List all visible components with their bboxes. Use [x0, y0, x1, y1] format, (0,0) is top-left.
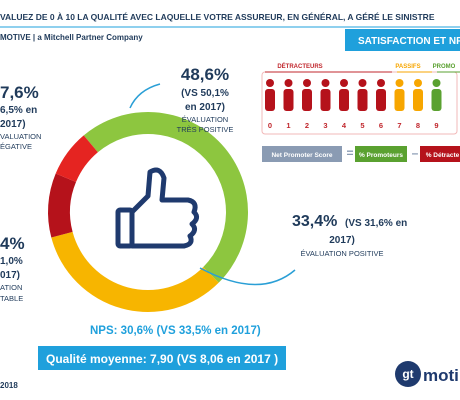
- scale-label: 2: [305, 121, 309, 130]
- person-head: [266, 79, 274, 87]
- quality-summary: Qualité moyenne: 7,90 (VS 8,06 en 2017 ): [46, 352, 278, 366]
- label-line: (VS 31,6% en: [345, 218, 407, 229]
- group-label: PROMO: [433, 64, 456, 70]
- logo: gt: [402, 367, 413, 381]
- donut: [48, 112, 248, 312]
- label-line: VALUATION: [0, 132, 41, 141]
- formula-text: % Promoteurs: [359, 152, 403, 159]
- scale-label: 5: [360, 121, 364, 130]
- label-line: 1,0%: [0, 256, 23, 267]
- person-body: [265, 89, 275, 111]
- person-head: [377, 79, 385, 87]
- arrow: [129, 83, 161, 109]
- logo-text: moti: [423, 366, 459, 385]
- scale-label: 7: [397, 121, 401, 130]
- person-body: [339, 89, 349, 111]
- label-line: 6,5% en: [0, 105, 37, 116]
- label-line: 33,4%: [292, 213, 337, 230]
- donut-segment: [55, 135, 98, 182]
- scale-label: 0: [268, 121, 272, 130]
- nps-summary: NPS: 30,6% (VS 33,5% en 2017): [90, 325, 261, 337]
- group-label: DÉTRACTEURS: [277, 62, 322, 70]
- scale-label: 3: [323, 121, 327, 130]
- donut-segment: [51, 231, 219, 312]
- scale-label: 1: [286, 121, 290, 130]
- scale-label: 4: [342, 121, 347, 130]
- section-box: [345, 29, 460, 51]
- scale-label: 6: [379, 121, 383, 130]
- label-line: 2017): [329, 235, 355, 246]
- formula-text: –: [412, 146, 419, 160]
- person-head: [303, 79, 311, 87]
- person-body: [431, 89, 442, 111]
- label-line: 48,6%: [181, 65, 229, 84]
- label-line: 2017): [0, 119, 26, 130]
- label-line: ÉVALUATION POSITIVE: [300, 249, 383, 258]
- person-head: [432, 79, 441, 87]
- label-line: 4%: [0, 234, 25, 253]
- formula-text: Net Promoter Score: [271, 152, 332, 159]
- formula-box: [420, 146, 460, 162]
- person-head: [321, 79, 330, 87]
- logo-circle: [395, 361, 421, 387]
- formula-box: [355, 146, 407, 162]
- label-line: TABLE: [0, 294, 23, 303]
- person-body: [376, 89, 386, 111]
- person-head: [284, 79, 293, 87]
- person-head: [340, 79, 348, 87]
- person-head: [414, 79, 422, 87]
- thumb-icon: [115, 167, 200, 249]
- formula-text: =: [346, 146, 353, 160]
- person-body: [320, 89, 331, 111]
- person-body: [302, 89, 312, 111]
- label-line: ÉVALUATION: [182, 115, 228, 124]
- label-line: TRÈS POSITIVE: [177, 125, 234, 134]
- person-body: [413, 89, 423, 111]
- label-line: 017): [0, 270, 20, 281]
- section-title: SATISFACTION ET NP: [358, 36, 460, 47]
- donut-segment: [48, 173, 77, 238]
- scale-label: 9: [434, 121, 438, 130]
- person-head: [395, 79, 404, 87]
- company: MOTIVE | a Mitchell Partner Company: [0, 33, 143, 42]
- donut-segment: [83, 112, 248, 283]
- nps-panel: DÉTRACTEURS PASSIFS PROMO 0 1 2 3 4 5 6 7 8 9 Net Pro…: [262, 62, 460, 162]
- person-head: [358, 79, 367, 87]
- arrow: [199, 267, 296, 286]
- label-line: ÉGATIVE: [0, 142, 32, 151]
- formula-text: % Détracte: [426, 152, 460, 159]
- scale-label: 8: [416, 121, 420, 130]
- label-line: en 2017): [185, 102, 225, 113]
- year: 2018: [0, 381, 18, 390]
- person-body: [283, 89, 294, 111]
- formula-box: [262, 146, 342, 162]
- label-line: 7,6%: [0, 83, 39, 102]
- label-line: ATION: [0, 283, 22, 292]
- group-label: PASSIFS: [395, 64, 420, 70]
- person-body: [357, 89, 368, 111]
- person-body: [394, 89, 405, 111]
- label-line: (VS 50,1%: [181, 88, 229, 99]
- question: VALUEZ DE 0 À 10 LA QUALITÉ AVEC LAQUELL…: [0, 12, 435, 22]
- quality-box: [38, 346, 286, 370]
